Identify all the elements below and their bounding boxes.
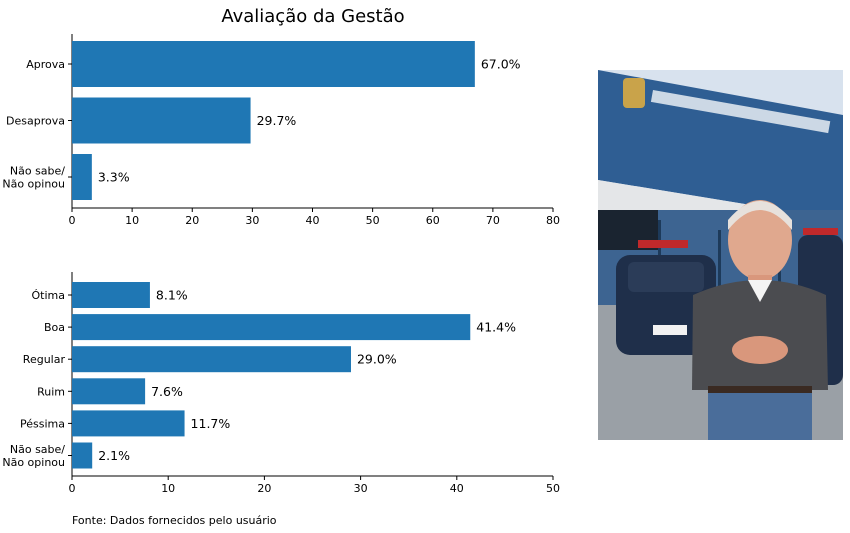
rating-category-label: Boa bbox=[44, 321, 65, 334]
rating-category-label: Péssima bbox=[20, 417, 65, 430]
approval-value-label: 67.0% bbox=[481, 57, 521, 72]
approval-x-tick-label: 10 bbox=[125, 214, 139, 227]
approval-value-label: 3.3% bbox=[98, 170, 130, 185]
rating-bar bbox=[72, 346, 351, 373]
rating-value-label: 8.1% bbox=[156, 288, 188, 303]
approval-category-label: Desaprova bbox=[6, 115, 65, 128]
rating-bar bbox=[72, 282, 150, 308]
rating-value-label: 2.1% bbox=[98, 448, 130, 463]
rating-category-label: Ótima bbox=[32, 289, 65, 302]
rating-bar bbox=[72, 410, 185, 437]
rating-bar bbox=[72, 314, 471, 341]
chart-title: Avaliação da Gestão bbox=[221, 6, 404, 27]
approval-chart: 0 10 20 30 40 50 60 70 80 Aprova 67.0% Desaprova 29.… bbox=[2, 34, 560, 227]
approval-x-tick-label: 30 bbox=[245, 214, 259, 227]
approval-x-tick-label: 50 bbox=[366, 214, 380, 227]
approval-category-label: Aprova bbox=[26, 58, 65, 71]
rating-bar bbox=[72, 442, 93, 469]
mayor-photo bbox=[598, 70, 843, 440]
rating-category-label: Regular bbox=[23, 353, 66, 366]
source-note: Fonte: Dados fornecidos pelo usuário bbox=[72, 514, 277, 527]
rating-value-label: 29.0% bbox=[357, 352, 397, 367]
approval-x-tick-label: 70 bbox=[486, 214, 500, 227]
rating-value-label: 7.6% bbox=[151, 384, 183, 399]
approval-x-tick-label: 0 bbox=[69, 214, 76, 227]
rating-x-tick-label: 30 bbox=[354, 482, 368, 495]
rating-category-label: Ruim bbox=[37, 385, 65, 398]
approval-x-tick-label: 80 bbox=[546, 214, 560, 227]
approval-bar bbox=[72, 41, 475, 87]
rating-value-label: 11.7% bbox=[191, 416, 231, 431]
rating-category-label: Não sabe/Não opinou bbox=[2, 443, 65, 469]
approval-x-tick-label: 60 bbox=[426, 214, 440, 227]
rating-x-tick-label: 50 bbox=[546, 482, 560, 495]
approval-x-tick-label: 40 bbox=[306, 214, 320, 227]
approval-bar bbox=[72, 154, 92, 200]
rating-chart: 0 10 20 30 40 50 Ótima 8.1% Boa 41.4% Regular 29.0%… bbox=[2, 272, 560, 495]
approval-x-tick-label: 20 bbox=[185, 214, 199, 227]
rating-x-tick-label: 10 bbox=[161, 482, 175, 495]
rating-x-tick-label: 0 bbox=[69, 482, 76, 495]
approval-bar bbox=[72, 97, 251, 144]
rating-x-tick-label: 20 bbox=[257, 482, 271, 495]
rating-value-label: 41.4% bbox=[476, 320, 516, 335]
approval-value-label: 29.7% bbox=[257, 113, 297, 128]
rating-x-tick-label: 40 bbox=[450, 482, 464, 495]
rating-bar bbox=[72, 378, 146, 405]
approval-category-label: Não sabe/Não opinou bbox=[2, 165, 65, 191]
